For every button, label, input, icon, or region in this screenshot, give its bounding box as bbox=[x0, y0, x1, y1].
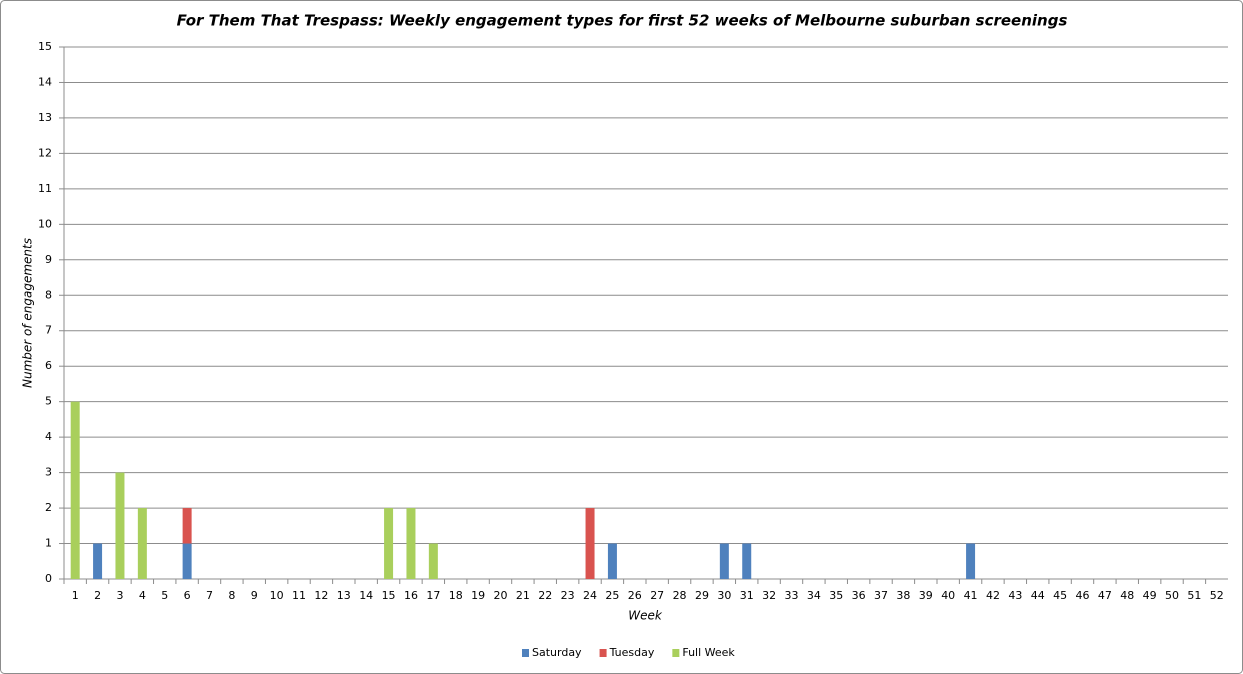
x-tick-label: 41 bbox=[964, 589, 978, 602]
x-tick-label: 9 bbox=[251, 589, 258, 602]
x-tick-label: 35 bbox=[829, 589, 843, 602]
x-tick-label: 16 bbox=[404, 589, 418, 602]
x-tick-label: 6 bbox=[184, 589, 191, 602]
x-tick-label: 21 bbox=[516, 589, 530, 602]
x-tick-label: 2 bbox=[94, 589, 101, 602]
y-tick-label: 12 bbox=[38, 146, 52, 159]
x-tick-label: 51 bbox=[1187, 589, 1201, 602]
x-tick-label: 33 bbox=[785, 589, 799, 602]
x-tick-label: 43 bbox=[1008, 589, 1022, 602]
y-tick-label: 11 bbox=[38, 182, 52, 195]
y-tick-label: 15 bbox=[38, 40, 52, 53]
bar-segment bbox=[384, 508, 394, 579]
x-tick-label: 47 bbox=[1098, 589, 1112, 602]
y-tick-label: 7 bbox=[45, 324, 52, 337]
x-tick-label: 12 bbox=[314, 589, 328, 602]
x-tick-label: 20 bbox=[494, 589, 508, 602]
x-tick-label: 50 bbox=[1165, 589, 1179, 602]
bar-segment bbox=[719, 543, 729, 579]
y-tick-label: 14 bbox=[38, 75, 52, 88]
x-tick-label: 15 bbox=[382, 589, 396, 602]
x-tick-label: 37 bbox=[874, 589, 888, 602]
x-tick-label: 49 bbox=[1143, 589, 1157, 602]
x-tick-label: 44 bbox=[1031, 589, 1045, 602]
y-tick-label: 1 bbox=[45, 537, 52, 550]
x-tick-label: 13 bbox=[337, 589, 351, 602]
bar-segment bbox=[966, 543, 976, 579]
x-tick-label: 52 bbox=[1210, 589, 1224, 602]
x-tick-label: 25 bbox=[605, 589, 619, 602]
x-tick-label: 42 bbox=[986, 589, 1000, 602]
x-tick-label: 10 bbox=[270, 589, 284, 602]
bar-segment bbox=[70, 401, 80, 579]
bar-segment bbox=[182, 508, 192, 544]
x-tick-label: 19 bbox=[471, 589, 485, 602]
legend-swatch bbox=[522, 649, 529, 657]
y-axis-title: Number of engagements bbox=[21, 238, 35, 388]
x-tick-label: 26 bbox=[628, 589, 642, 602]
legend-label: Saturday bbox=[532, 646, 582, 659]
x-tick-label: 38 bbox=[896, 589, 910, 602]
x-tick-label: 18 bbox=[449, 589, 463, 602]
legend-swatch bbox=[672, 649, 680, 657]
x-tick-label: 11 bbox=[292, 589, 306, 602]
bar-segment bbox=[182, 543, 192, 579]
x-tick-label: 36 bbox=[852, 589, 866, 602]
y-tick-label: 8 bbox=[45, 288, 52, 301]
x-tick-label: 8 bbox=[228, 589, 235, 602]
chart-title: For Them That Trespass: Weekly engagemen… bbox=[177, 12, 1068, 30]
x-tick-label: 14 bbox=[359, 589, 373, 602]
x-tick-label: 28 bbox=[673, 589, 687, 602]
x-tick-label: 22 bbox=[538, 589, 552, 602]
y-tick-label: 3 bbox=[45, 466, 52, 479]
x-tick-label: 27 bbox=[650, 589, 664, 602]
x-tick-label: 34 bbox=[807, 589, 821, 602]
y-tick-label: 6 bbox=[45, 359, 52, 372]
x-tick-label: 5 bbox=[161, 589, 168, 602]
x-axis-title: Week bbox=[628, 609, 663, 623]
x-tick-label: 17 bbox=[426, 589, 440, 602]
legend-label: Tuesday bbox=[609, 646, 655, 659]
x-tick-label: 4 bbox=[139, 589, 146, 602]
x-tick-label: 23 bbox=[561, 589, 575, 602]
bar-segment bbox=[428, 543, 438, 579]
y-tick-label: 13 bbox=[38, 111, 52, 124]
x-tick-label: 45 bbox=[1053, 589, 1067, 602]
bar-segment bbox=[607, 543, 617, 579]
bar-segment bbox=[585, 508, 595, 579]
y-tick-label: 2 bbox=[45, 501, 52, 514]
bar-segment bbox=[137, 508, 147, 579]
y-tick-label: 9 bbox=[45, 253, 52, 266]
x-tick-label: 29 bbox=[695, 589, 709, 602]
x-tick-label: 46 bbox=[1076, 589, 1090, 602]
x-tick-label: 1 bbox=[72, 589, 79, 602]
x-tick-label: 3 bbox=[116, 589, 123, 602]
x-tick-label: 31 bbox=[740, 589, 754, 602]
x-tick-label: 40 bbox=[941, 589, 955, 602]
x-tick-label: 48 bbox=[1120, 589, 1134, 602]
x-tick-label: 30 bbox=[717, 589, 731, 602]
bar-segment bbox=[742, 543, 752, 579]
y-tick-label: 0 bbox=[45, 572, 52, 585]
bar-segment bbox=[406, 508, 416, 579]
y-tick-label: 4 bbox=[45, 430, 52, 443]
legend-swatch bbox=[599, 649, 607, 657]
y-tick-label: 5 bbox=[45, 395, 52, 408]
x-tick-label: 39 bbox=[919, 589, 933, 602]
bar-segment bbox=[115, 472, 125, 579]
y-tick-label: 10 bbox=[38, 217, 52, 230]
x-tick-label: 32 bbox=[762, 589, 776, 602]
bar-segment bbox=[93, 543, 103, 579]
x-tick-label: 24 bbox=[583, 589, 597, 602]
x-tick-label: 7 bbox=[206, 589, 213, 602]
legend-label: Full Week bbox=[682, 646, 735, 659]
